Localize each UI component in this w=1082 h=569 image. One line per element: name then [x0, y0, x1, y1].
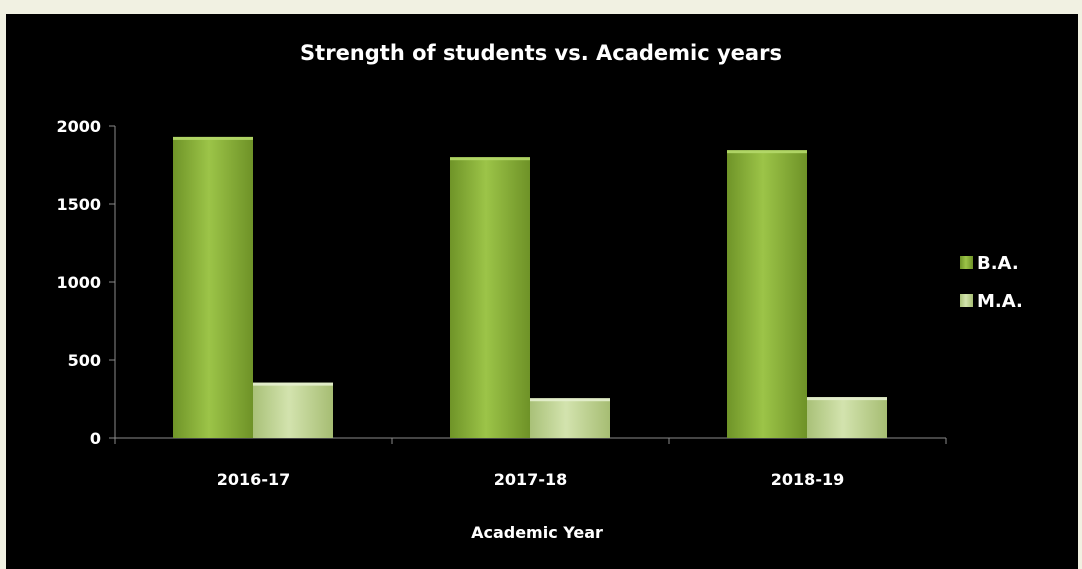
bar-top-edge [253, 382, 333, 386]
x-axis-title: Academic Year [471, 523, 603, 542]
x-tick-label: 2017-18 [494, 470, 567, 489]
bars [173, 136, 887, 439]
bar-ma-2017-18 [530, 398, 610, 438]
bar-ma-2016-17 [253, 382, 333, 438]
y-tick-label: 2000 [56, 117, 101, 136]
legend-swatch [960, 294, 973, 307]
y-tick-label: 1000 [56, 273, 101, 292]
bar-ba-2017-18 [450, 157, 530, 438]
y-tick-label: 0 [90, 429, 101, 448]
labels: 0 500 1000 1500 2000 2016-17 2017-18 2018-19 Aca… [56, 117, 844, 542]
bar-top-edge [173, 136, 253, 140]
bar-top-edge [450, 157, 530, 161]
bar-top-edge [530, 398, 610, 402]
bar-top-edge [807, 397, 887, 401]
chart-title: Strength of students vs. Academic years [300, 41, 782, 65]
y-tick-label: 1500 [56, 195, 101, 214]
legend-label: M.A. [977, 291, 1023, 312]
legend-swatch [960, 256, 973, 269]
legend: B.A. M.A. [960, 253, 1023, 312]
legend-label: B.A. [977, 253, 1019, 274]
x-tick-label: 2018-19 [771, 470, 844, 489]
x-tick-label: 2016-17 [217, 470, 290, 489]
bar-ba-2018-19 [727, 150, 807, 438]
bar-top-edge [727, 150, 807, 154]
bar-ma-2018-19 [807, 397, 887, 438]
bar-ba-2016-17 [173, 136, 253, 439]
y-tick-label: 500 [68, 351, 101, 370]
